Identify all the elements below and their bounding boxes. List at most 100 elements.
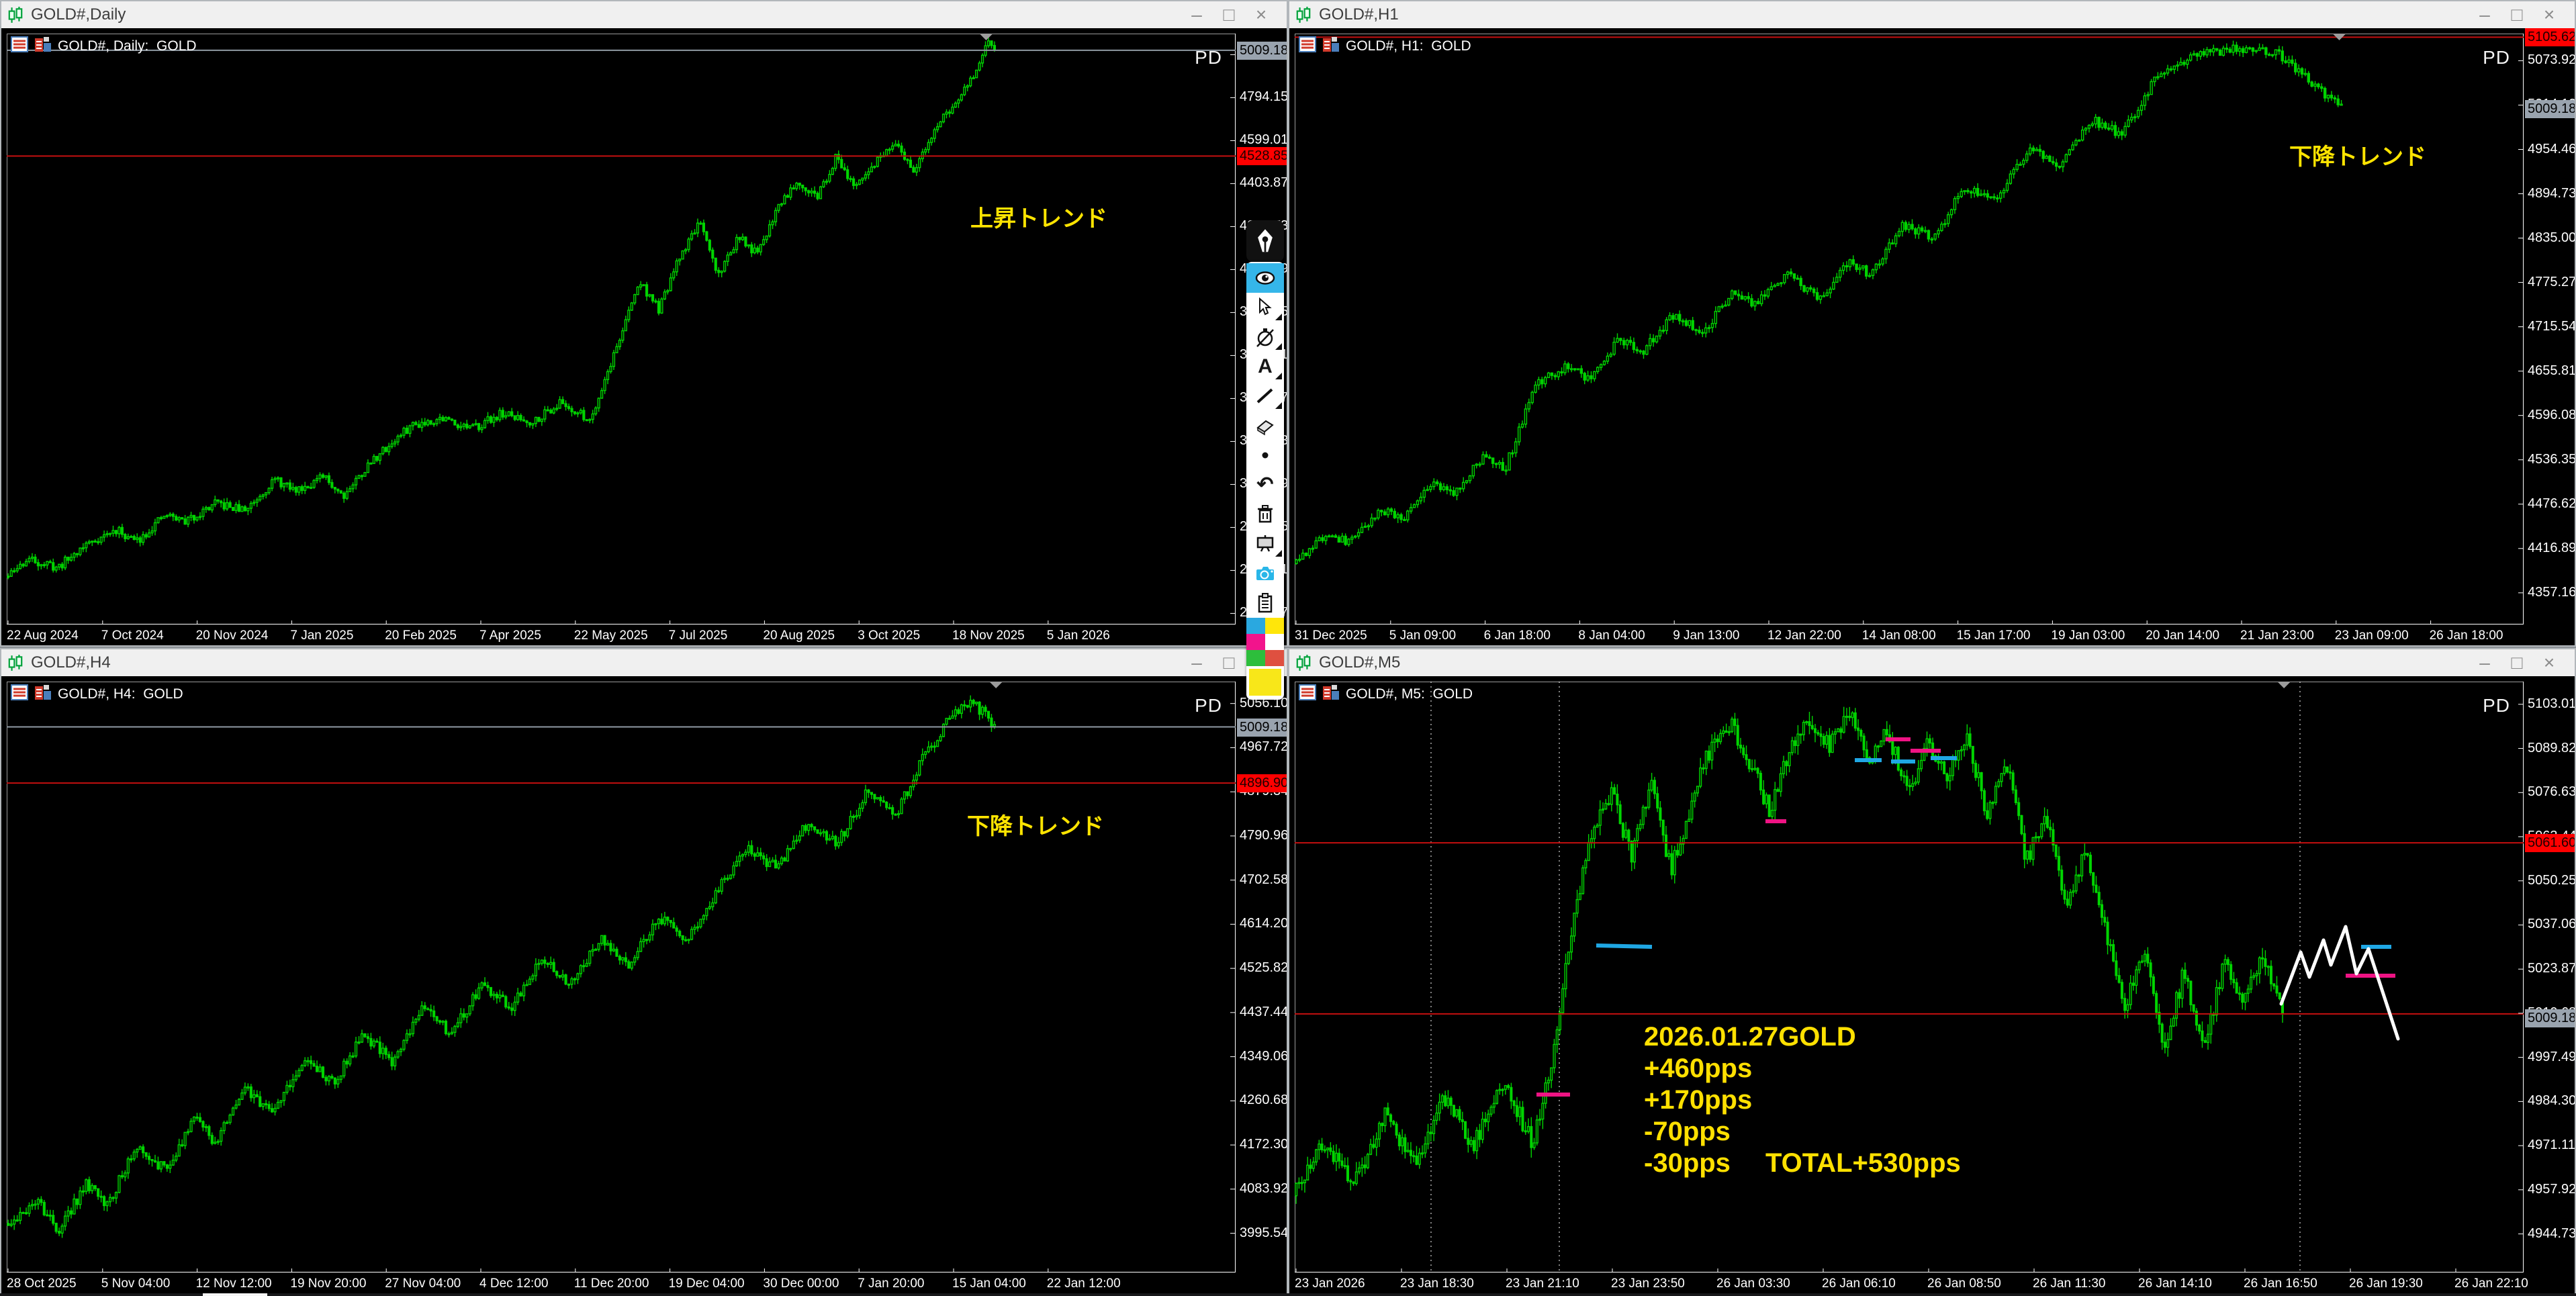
price-tick-label: 4525.82 [1240,960,1287,976]
timer-icon [1256,328,1274,347]
minimize-button[interactable]: – [1191,652,1202,673]
close-button[interactable]: × [1255,4,1267,25]
trend-annotation: 下降トレンド [2289,144,2426,170]
time-tick-label: 20 Jan 14:00 [2146,629,2220,643]
time-axis[interactable]: 22 Aug 2024 7 Oct 2024 20 Nov 2024 7 Jan 20… [1,627,1236,645]
watermark-pd: PD [2483,47,2510,68]
color-swatch[interactable] [1265,650,1284,666]
window-titlebar[interactable]: GOLD#,M5 – □ × [1289,649,2575,676]
report-total: TOTAL+530pps [1765,1148,1961,1178]
color-swatch[interactable] [1265,634,1284,650]
chart-properties-icon[interactable] [1299,36,1316,56]
price-tick-label: 4794.15 [1240,89,1287,105]
chart-symbol-icon[interactable] [34,684,52,704]
price-tick-label: 4083.92 [1240,1181,1287,1196]
candlestick-app-icon [7,6,24,24]
minimize-button[interactable]: – [2479,652,2490,673]
price-axis[interactable]: 5103.015089.825076.635063.445050.255037.… [2525,676,2575,1293]
line-tool-button[interactable] [1246,381,1284,411]
text-tool-button[interactable]: A [1246,352,1284,381]
chart-symbol-icon[interactable] [1322,36,1340,56]
cursor-icon [1259,297,1272,316]
time-tick-label: 19 Dec 04:00 [668,1277,745,1291]
minimize-button[interactable]: – [2479,4,2490,25]
candlestick-chart [1295,682,2524,1272]
maximize-button[interactable]: □ [1223,4,1235,25]
chart-symbol-icon[interactable] [1322,684,1340,704]
close-button[interactable]: × [2543,652,2555,673]
current-price-label: 5009.18 [2525,1009,2575,1028]
close-button[interactable]: × [2543,4,2555,25]
candlestick-app-icon [1295,6,1312,24]
time-tick-label: 22 May 2025 [573,629,648,643]
chart-properties-icon[interactable] [1299,684,1316,704]
chart-area[interactable]: GOLD#, M5: GOLD PD 5103.01 5089.82 5076.63… [1289,676,2575,1293]
time-tick-label: 7 Jan 20:00 [858,1277,925,1291]
toggle-ink-visibility-button[interactable] [1246,263,1284,293]
chart-area[interactable]: GOLD#, H4: GOLD PD 5056.104967.724879.34… [1,676,1287,1293]
alert-price-label: 5061.60 [2525,834,2575,853]
window-titlebar[interactable]: GOLD#,H1 – □ × [1289,1,2575,28]
clipboard-icon [1258,593,1273,613]
chart-symbol-icon[interactable] [34,36,52,56]
color-swatch[interactable] [1246,618,1265,634]
time-tick-label: 5 Jan 2026 [1046,629,1110,643]
maximize-button[interactable]: □ [2511,4,2523,25]
price-tick-label: 4416.89 [2528,540,2575,555]
maximize-button[interactable]: □ [2511,652,2523,673]
selected-color-swatch[interactable] [1249,669,1281,696]
time-tick-label: 26 Jan 03:30 [1716,1277,1790,1291]
chart-properties-icon[interactable] [11,36,28,56]
alert-price-label: 4896.90 [1237,774,1287,793]
color-swatch[interactable] [1265,618,1284,634]
chart-area[interactable]: GOLD#, Daily: GOLD PD 4989.294794.154599… [1,28,1287,645]
color-swatch[interactable] [1246,634,1265,650]
time-tick-label: 20 Nov 2024 [195,629,269,643]
time-tick-label: 26 Jan 14:10 [2138,1277,2212,1291]
time-tick-label: 26 Jan 18:00 [2429,629,2503,643]
price-axis[interactable]: 5056.104967.724879.344790.964702.584614.… [1237,676,1287,1293]
chart-properties-icon[interactable] [11,684,28,704]
time-axis[interactable]: 31 Dec 2025 5 Jan 09:00 6 Jan 18:00 8 Jan 0… [1289,627,2524,645]
candlestick-app-icon [7,654,24,672]
quill-pen-icon [1258,229,1273,252]
clear-all-button[interactable] [1246,500,1284,529]
price-tick-label: 4954.46 [2528,141,2575,156]
window-title: GOLD#,H1 [1319,5,1399,24]
whiteboard-button[interactable] [1246,529,1284,559]
trade-report-annotation: 2026.01.27GOLD +460pps +170pps -70pps -3… [1644,1021,1961,1179]
text-icon: A [1258,355,1273,377]
timer-off-button[interactable] [1246,322,1284,352]
window-titlebar[interactable]: GOLD#,Daily – □ × [1,1,1287,28]
undo-button[interactable]: ↶ [1246,470,1284,500]
pen-tool-button[interactable] [1246,220,1284,262]
alert-price-label: 4528.85 [1237,147,1287,166]
time-axis[interactable]: 28 Oct 2025 5 Nov 04:00 12 Nov 12:00 19 Nov… [1,1275,1236,1293]
submenu-corner-icon [1275,402,1282,409]
time-tick-label: 7 Oct 2024 [101,629,164,643]
time-tick-label: 26 Jan 22:10 [2454,1277,2528,1291]
time-tick-label: 5 Nov 04:00 [101,1277,171,1291]
window-titlebar[interactable]: GOLD#,H4 – □ × [1,649,1287,676]
maximize-button[interactable]: □ [1223,652,1235,673]
price-tick-label: 3995.54 [1240,1225,1287,1240]
time-tick-label: 19 Nov 20:00 [290,1277,367,1291]
time-tick-label: 22 Jan 12:00 [1046,1277,1121,1291]
time-tick-label: 23 Jan 2026 [1295,1277,1365,1291]
screenshot-button[interactable] [1246,559,1284,588]
minimize-button[interactable]: – [1191,4,1202,25]
clipboard-button[interactable] [1246,588,1284,618]
price-axis[interactable]: 5073.925014.194954.464894.734835.004775.… [2525,28,2575,645]
time-tick-label: 15 Jan 17:00 [1956,629,2031,643]
candlestick-chart [1295,34,2524,624]
time-tick-label: 7 Jul 2025 [668,629,728,643]
watermark-pd: PD [1195,47,1222,68]
eraser-button[interactable] [1246,411,1284,441]
time-tick-label: 15 Jan 04:00 [952,1277,1026,1291]
select-cursor-button[interactable] [1246,293,1284,322]
chart-area[interactable]: GOLD#, H1: GOLD PD 5073.925014.194954.46… [1289,28,2575,645]
ink-toolbar: A ↶ [1245,220,1285,700]
pen-size-dot-button[interactable] [1246,441,1284,470]
time-axis[interactable]: 23 Jan 2026 23 Jan 18:30 23 Jan 21:10 23 Ja… [1289,1275,2528,1293]
color-swatch[interactable] [1246,650,1265,666]
